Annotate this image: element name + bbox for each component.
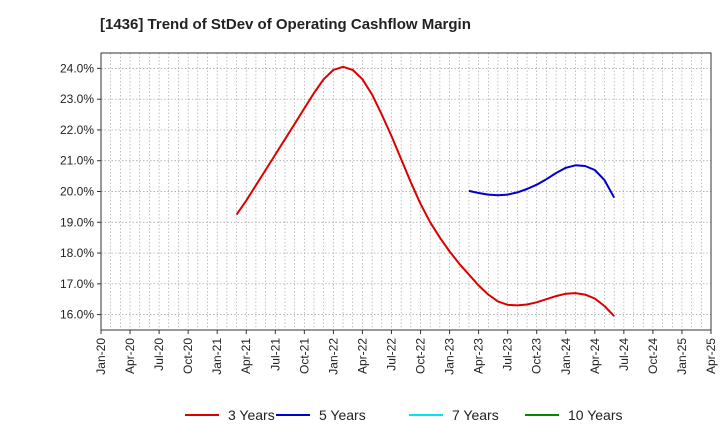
legend-swatch xyxy=(409,414,443,416)
chart-title: [1436] Trend of StDev of Operating Cashf… xyxy=(100,16,471,33)
series-line-3-years xyxy=(235,65,615,317)
x-tick-label: Apr-23 xyxy=(472,338,486,374)
y-tick-label: 21.0% xyxy=(60,154,94,168)
legend-label: 3 Years xyxy=(228,407,275,423)
x-tick-label: Apr-24 xyxy=(588,338,602,374)
legend-item: 5 Years xyxy=(276,404,366,426)
legend-label: 10 Years xyxy=(568,407,623,423)
y-tick-label: 16.0% xyxy=(60,308,94,322)
y-tick-label: 22.0% xyxy=(60,123,94,137)
legend-item: 3 Years xyxy=(185,404,275,426)
legend-swatch xyxy=(276,414,310,416)
x-tick-label: Oct-23 xyxy=(530,338,544,374)
x-tick-label: Jul-20 xyxy=(152,338,166,371)
x-tick-label: Apr-21 xyxy=(239,338,253,374)
x-tick-label: Jan-20 xyxy=(94,338,108,375)
x-tick-label: Oct-22 xyxy=(414,338,428,374)
x-tick-label: Jul-21 xyxy=(268,338,282,371)
chart-legend: 3 Years 5 Years 7 Years 10 Years xyxy=(0,404,720,426)
x-tick-label: Jan-23 xyxy=(443,338,457,375)
x-tick-label: Apr-22 xyxy=(355,338,369,374)
y-tick-label: 17.0% xyxy=(60,277,94,291)
x-tick-label: Oct-20 xyxy=(181,338,195,374)
y-tick-label: 24.0% xyxy=(60,61,94,75)
x-tick-label: Oct-21 xyxy=(297,338,311,374)
x-tick-label: Apr-25 xyxy=(704,338,718,374)
y-tick-label: 20.0% xyxy=(60,185,94,199)
x-tick-label: Jul-22 xyxy=(384,338,398,371)
legend-label: 7 Years xyxy=(452,407,499,423)
y-tick-label: 19.0% xyxy=(60,215,94,229)
legend-label: 5 Years xyxy=(319,407,366,423)
legend-item: 7 Years xyxy=(409,404,499,426)
legend-swatch xyxy=(525,414,559,416)
x-tick-label: Jul-24 xyxy=(617,338,631,371)
y-tick-label: 18.0% xyxy=(60,246,94,260)
legend-swatch xyxy=(185,414,219,416)
x-tick-label: Oct-24 xyxy=(646,338,660,374)
series-line-5-years xyxy=(468,164,616,199)
x-tick-label: Jan-21 xyxy=(210,338,224,375)
legend-item: 10 Years xyxy=(525,404,623,426)
x-tick-label: Jan-24 xyxy=(559,338,573,375)
y-tick-label: 23.0% xyxy=(60,92,94,106)
x-tick-label: Apr-20 xyxy=(123,338,137,374)
x-tick-label: Jul-23 xyxy=(501,338,515,371)
x-tick-label: Jan-22 xyxy=(326,338,340,375)
x-tick-label: Jan-25 xyxy=(675,338,689,375)
